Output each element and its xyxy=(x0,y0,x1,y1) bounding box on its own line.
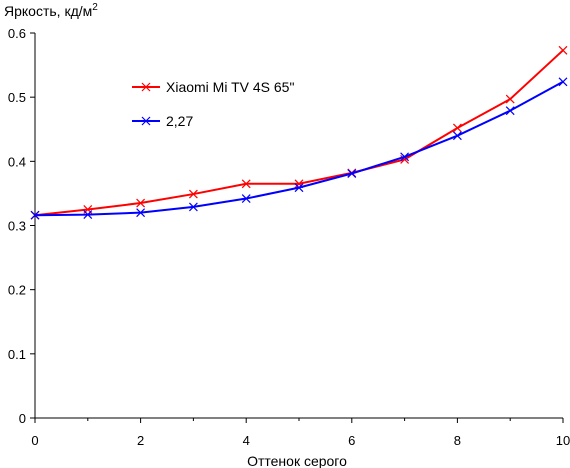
y-tick-label: 0.6 xyxy=(8,26,26,41)
y-tick-label: 0 xyxy=(19,411,26,426)
legend-item: Xiaomi Mi TV 4S 65" xyxy=(132,79,294,95)
series-line xyxy=(34,80,564,217)
y-axis-title-superscript: 2 xyxy=(92,2,98,13)
plot-area xyxy=(34,33,563,419)
y-tick-label: 0.4 xyxy=(8,154,26,169)
legend-label: 2,27 xyxy=(166,113,193,129)
data-point xyxy=(452,123,462,133)
y-tick-label: 0.3 xyxy=(8,219,26,234)
data-point xyxy=(558,77,568,87)
series-layer xyxy=(30,45,568,220)
data-point xyxy=(347,169,357,178)
data-point xyxy=(83,210,93,220)
y-tick-label: 0.1 xyxy=(8,347,26,362)
x-tick-label: 4 xyxy=(243,433,250,448)
y-axis-ticks: 0 0.1 0.2 0.3 0.4 0.5 0.6 xyxy=(8,26,35,426)
data-point xyxy=(30,210,40,220)
x-tick-label: 10 xyxy=(556,433,570,448)
data-point xyxy=(188,189,198,199)
data-point xyxy=(136,208,146,218)
data-point xyxy=(241,179,251,189)
legend: Xiaomi Mi TV 4S 65" 2,27 xyxy=(132,79,294,129)
series-line xyxy=(34,49,564,217)
series-2 xyxy=(30,77,568,220)
y-tick-label: 0.5 xyxy=(8,90,26,105)
data-point xyxy=(400,152,410,162)
data-point xyxy=(188,202,198,212)
data-point xyxy=(505,106,515,116)
x-tick-label: 0 xyxy=(31,433,38,448)
x-tick-label: 8 xyxy=(454,433,461,448)
data-point xyxy=(505,94,515,104)
y-tick-label: 0.2 xyxy=(8,283,26,298)
x-tick-label: 6 xyxy=(348,433,355,448)
data-point xyxy=(241,194,251,203)
series-1 xyxy=(30,45,568,220)
data-point xyxy=(136,198,146,208)
data-point xyxy=(294,183,304,193)
y-axis-title: Яркость, кд/м2 xyxy=(4,2,98,19)
legend-label: Xiaomi Mi TV 4S 65" xyxy=(166,79,294,95)
x-tick-label: 2 xyxy=(137,433,144,448)
x-axis-ticks: 0 2 4 6 8 10 xyxy=(31,418,570,448)
y-axis-title-text: Яркость, кд/м xyxy=(4,3,92,19)
x-axis-title: Оттенок серого xyxy=(247,453,347,468)
legend-item: 2,27 xyxy=(132,113,193,129)
data-point xyxy=(558,45,568,55)
data-point xyxy=(452,131,462,141)
